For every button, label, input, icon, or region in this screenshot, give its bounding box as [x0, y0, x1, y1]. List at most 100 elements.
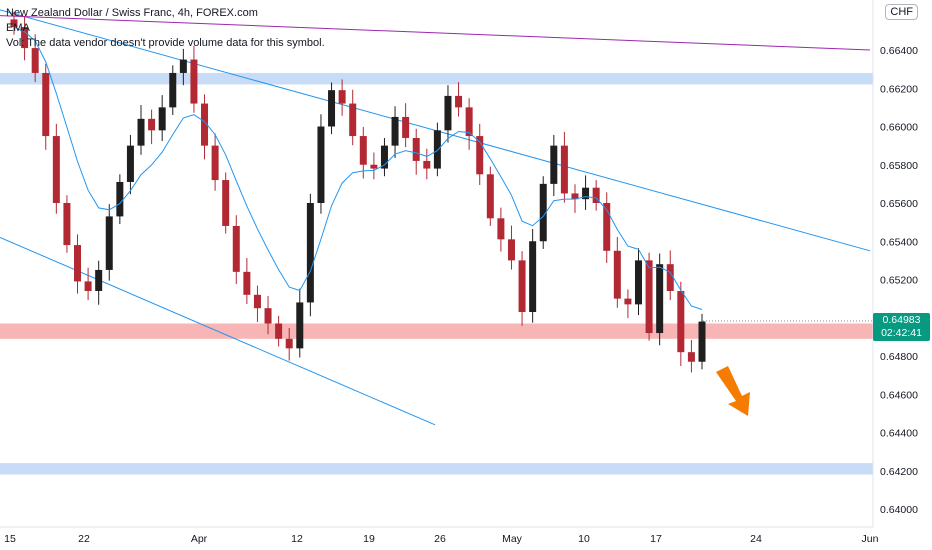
candle	[253, 285, 261, 322]
time-tick-label: Jun	[862, 533, 879, 545]
candle-body	[624, 298, 632, 305]
down-arrow-icon	[716, 366, 750, 416]
last-price-value: 0.64983	[882, 314, 921, 326]
candle-body	[158, 107, 166, 131]
candle-body	[677, 290, 685, 353]
candle	[31, 34, 39, 83]
candle	[158, 95, 166, 142]
price-tick-label: 0.65800	[880, 160, 918, 172]
candle-body	[656, 264, 664, 334]
legend-ema: EMA	[6, 22, 30, 34]
candle-body	[328, 90, 336, 127]
candle	[359, 126, 367, 179]
candle-body	[84, 281, 92, 291]
candle	[179, 48, 187, 86]
candle-body	[10, 19, 18, 28]
candle-body	[613, 250, 621, 299]
candle	[518, 251, 526, 326]
time-tick-label: Apr	[191, 533, 208, 545]
candle-body	[412, 137, 420, 161]
candle	[380, 137, 388, 177]
candle-body	[116, 181, 124, 217]
candle	[264, 295, 272, 335]
candle-body	[148, 118, 156, 131]
support-zone	[0, 323, 873, 339]
time-tick-label: 24	[750, 533, 762, 545]
candle-body	[243, 271, 251, 295]
candle-body	[550, 145, 558, 184]
candle-body	[349, 103, 357, 137]
candle-body	[179, 59, 187, 73]
candle	[370, 152, 378, 180]
candle-body	[126, 145, 134, 182]
candle-body	[402, 116, 410, 138]
price-tick-label: 0.66400	[880, 45, 918, 57]
candle-body	[444, 95, 452, 131]
resistance-zone-1	[0, 463, 873, 475]
price-tick-label: 0.66000	[880, 122, 918, 134]
candle	[486, 166, 494, 226]
time-tick-label: May	[502, 533, 523, 545]
candle-body	[391, 116, 399, 146]
price-tick-label: 0.64600	[880, 389, 918, 401]
candle	[84, 267, 92, 301]
candle	[624, 289, 632, 319]
candle	[317, 114, 325, 214]
candle-body	[222, 180, 230, 226]
candle-body	[698, 321, 706, 362]
price-tick-label: 0.65400	[880, 236, 918, 248]
candle-body	[306, 203, 314, 303]
purple-line-line	[0, 15, 871, 51]
time-tick-label: 22	[78, 533, 90, 545]
candle-body	[275, 323, 283, 339]
time-tick-label: 26	[434, 533, 446, 545]
candle	[476, 123, 484, 186]
candle	[21, 16, 29, 61]
lower-channel-line	[0, 236, 436, 426]
time-tick-label: 10	[578, 533, 590, 545]
candle-body	[603, 203, 611, 251]
candle	[497, 207, 505, 252]
candle	[645, 252, 653, 341]
candle	[634, 248, 642, 316]
candle	[10, 11, 18, 35]
price-tick-label: 0.64800	[880, 351, 918, 363]
candle	[105, 204, 113, 281]
candle-body	[359, 136, 367, 165]
candle	[666, 250, 674, 301]
time-tick-label: 12	[291, 533, 303, 545]
candle-body	[201, 103, 209, 146]
candle-body	[21, 27, 29, 49]
candle	[74, 234, 82, 294]
candle	[211, 133, 219, 191]
time-tick-label: 15	[4, 533, 16, 545]
candle-body	[169, 72, 177, 108]
price-tick-label: 0.65200	[880, 275, 918, 287]
candle-body	[105, 216, 113, 270]
legend-volume: Vol: The data vendor doesn't provide vol…	[6, 37, 325, 49]
candle-body	[63, 203, 71, 246]
candle-body	[476, 136, 484, 175]
candle	[285, 328, 293, 361]
candle	[243, 258, 251, 304]
time-tick-label: 17	[650, 533, 662, 545]
candle-body	[317, 126, 325, 203]
candle	[412, 128, 420, 175]
candle	[126, 134, 134, 195]
price-tick-label: 0.64400	[880, 428, 918, 440]
candle	[698, 313, 706, 370]
candle	[433, 122, 441, 177]
candle-body	[687, 352, 695, 362]
candle	[148, 109, 156, 145]
candle	[42, 63, 50, 150]
candle	[116, 174, 124, 225]
candle-body	[423, 160, 431, 169]
candle-body	[285, 338, 293, 349]
currency-button[interactable]: CHF	[885, 4, 918, 20]
price-tick-label: 0.64200	[880, 466, 918, 478]
candle	[529, 229, 537, 323]
candle	[613, 237, 621, 308]
candle-body	[338, 90, 346, 104]
candle-body	[539, 183, 547, 242]
